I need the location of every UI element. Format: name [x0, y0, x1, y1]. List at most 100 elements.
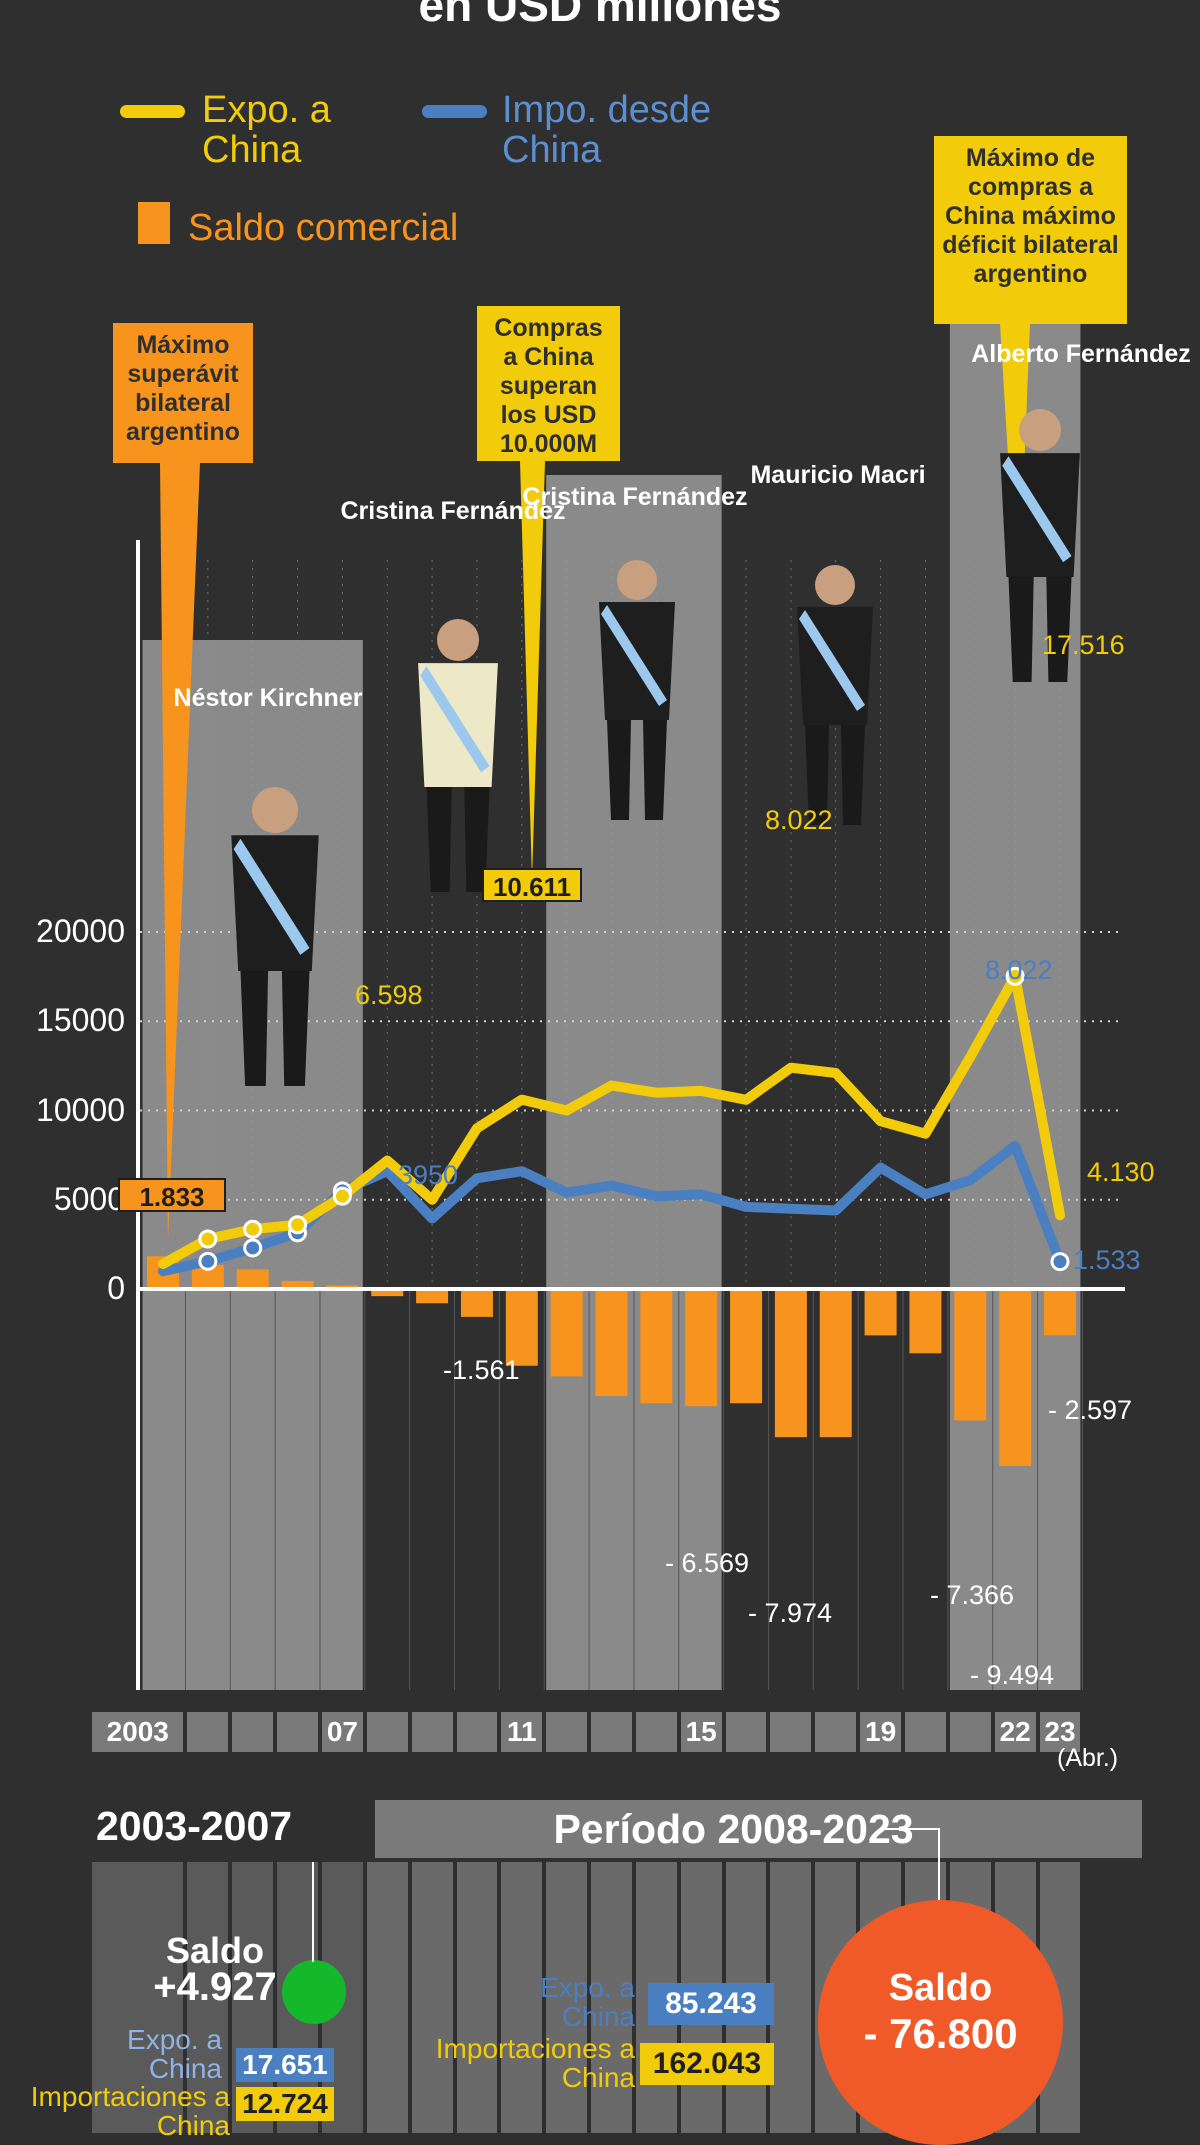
expo-point-max — [1005, 966, 1025, 986]
legend-saldo-swatch — [138, 202, 170, 244]
y-tick-label: 10000 — [36, 1091, 125, 1128]
period2-saldo-value: - 76.800 — [863, 2010, 1018, 2057]
year-cell — [232, 1712, 274, 1752]
value-label: - 9.494 — [970, 1660, 1055, 1690]
value-label: 3950 — [398, 1160, 459, 1190]
president-name-cristina-fernandez-1: Cristina Fernández — [340, 497, 566, 525]
year-note: (Abr.) — [1057, 1744, 1119, 1772]
expo-point — [198, 1229, 218, 1249]
period1-saldo-label: Saldo — [165, 1930, 264, 1971]
president-head — [815, 565, 855, 605]
value-label: 6.598 — [355, 980, 423, 1010]
year-cell — [411, 1712, 453, 1752]
value-label: 4.130 — [1087, 1157, 1155, 1187]
presidential-sash — [420, 666, 490, 773]
president-photo — [231, 787, 319, 1086]
president-head — [252, 787, 298, 833]
president-legs — [426, 787, 490, 892]
year-cell — [905, 1712, 946, 1752]
year-cell — [546, 1712, 588, 1752]
year-cell — [725, 1712, 767, 1752]
saldo-bar — [864, 1289, 897, 1336]
president-photo — [797, 565, 873, 825]
value-label-boxed: 1.833 — [118, 1178, 226, 1212]
bottom-column — [591, 1862, 632, 2133]
year-cell — [770, 1712, 812, 1752]
bottom-column — [456, 1862, 498, 2133]
value-label: - 7.366 — [930, 1580, 1015, 1610]
saldo-bar — [685, 1289, 718, 1407]
saldo-bar — [505, 1289, 538, 1366]
saldo-bar — [416, 1289, 449, 1304]
period2-saldo-circle — [818, 1900, 1063, 2145]
bottom-column — [92, 1862, 184, 2133]
value-label: - 7.974 — [748, 1598, 833, 1628]
year-cell — [635, 1712, 677, 1752]
president-name-mauricio-macri: Mauricio Macri — [750, 461, 926, 489]
bottom-column — [770, 1862, 812, 2133]
period2-saldo-label: Saldo — [888, 1967, 993, 2009]
impo-point — [198, 1251, 218, 1271]
president-name-cristina-fernandez-2: Cristina Fernández — [522, 483, 748, 511]
year-cell — [366, 1712, 408, 1752]
president-head — [617, 560, 657, 600]
saldo-bar — [595, 1289, 628, 1397]
saldo-bar — [1044, 1289, 1076, 1336]
bottom-column — [501, 1862, 543, 2133]
saldo-bar — [236, 1269, 269, 1289]
period1-saldo-value: +4.927 — [153, 1965, 277, 2009]
president-photo — [418, 619, 498, 892]
saldo-bar — [460, 1289, 493, 1317]
value-label: 17.516 — [1042, 630, 1125, 660]
president-name-alberto-fernandez: Alberto Fernández — [971, 340, 1191, 368]
period1-heading: 2003-2007 — [96, 1803, 293, 1849]
legend-saldo-label: Saldo comercial — [188, 207, 459, 249]
year-cell — [815, 1712, 857, 1752]
year-cell: 15 — [680, 1712, 722, 1752]
year-cell: 23 — [1039, 1712, 1081, 1752]
chart-title: en USD millones — [418, 0, 782, 31]
saldo-bar — [954, 1289, 987, 1421]
y-tick-label: 0 — [107, 1270, 125, 1306]
year-cell — [277, 1712, 318, 1752]
saldo-bar — [730, 1289, 763, 1404]
value-label: - 2.597 — [1048, 1395, 1133, 1425]
president-legs — [240, 971, 310, 1086]
year-cell — [187, 1712, 229, 1752]
year-cell: 19 — [860, 1712, 902, 1752]
saldo-bar — [550, 1289, 583, 1377]
callout-max-superavit: Máximo superávit bilateral argentino — [113, 323, 253, 463]
period1-saldo-indicator — [282, 1960, 346, 2024]
saldo-bar — [909, 1289, 942, 1354]
impo-point-last — [1050, 1252, 1070, 1272]
value-label: 1.533 — [1073, 1245, 1141, 1275]
presidential-sash — [233, 838, 310, 955]
value-label: 8.022 — [985, 955, 1053, 985]
bottom-column — [411, 1862, 453, 2133]
year-cell — [456, 1712, 498, 1752]
period2-expo-value: 85.243 — [648, 1983, 774, 2025]
impo-point — [243, 1238, 263, 1258]
value-label: -1.561 — [443, 1355, 520, 1385]
saldo-bar — [774, 1289, 807, 1438]
period2-header-bar — [375, 1800, 1142, 1858]
president-photo — [1000, 409, 1080, 682]
year-cell — [949, 1712, 991, 1752]
expo-point — [288, 1215, 308, 1235]
y-tick-label: 20000 — [36, 913, 125, 949]
period2-impo-value: 162.043 — [640, 2043, 774, 2085]
presidential-sash — [799, 610, 865, 711]
legend: Expo. a China Impo. desde China Saldo co… — [120, 90, 760, 260]
bottom-column — [187, 1862, 229, 2133]
period1-expo-label: Expo. a China — [127, 2024, 222, 2084]
expo-line — [158, 971, 1065, 1269]
presidential-sash — [601, 605, 667, 706]
period2-impo-label: Importaciones a China — [435, 2033, 635, 2093]
callout-pointer-superavit — [160, 463, 200, 1240]
year-cell: 11 — [501, 1712, 543, 1752]
president-legs — [1008, 577, 1072, 682]
y-tick-label: 15000 — [36, 1002, 125, 1039]
president-photo — [599, 560, 675, 820]
callout-pointer-compras — [520, 461, 545, 880]
saldo-bar — [281, 1280, 314, 1289]
